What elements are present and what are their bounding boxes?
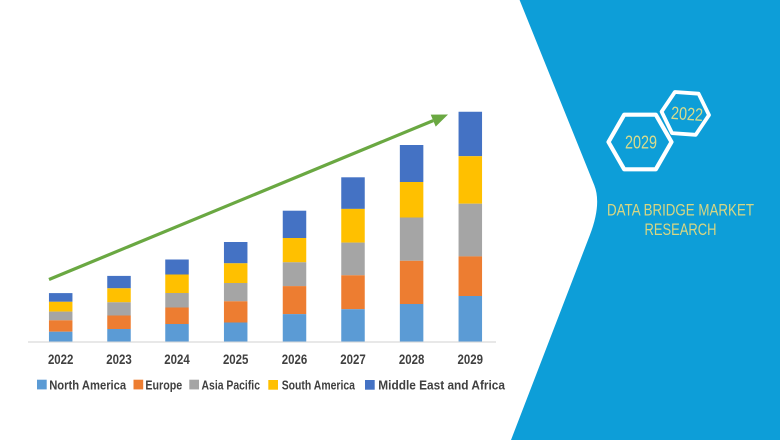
svg-text:Europe: Europe [145, 377, 182, 392]
svg-text:2026: 2026 [282, 351, 308, 367]
svg-text:2025: 2025 [223, 351, 249, 367]
svg-text:2022: 2022 [670, 103, 703, 125]
svg-text:Asia Pacific: Asia Pacific [202, 377, 261, 392]
svg-text:North America: North America [49, 377, 127, 392]
svg-text:2028: 2028 [399, 351, 425, 367]
svg-text:RESEARCH: RESEARCH [645, 221, 717, 239]
svg-text:2023: 2023 [106, 351, 132, 367]
svg-text:2029: 2029 [458, 351, 484, 367]
svg-text:2024: 2024 [164, 351, 190, 367]
svg-text:South America: South America [282, 377, 356, 392]
svg-text:DATA BRIDGE MARKET: DATA BRIDGE MARKET [607, 202, 754, 220]
svg-text:2029: 2029 [625, 133, 657, 153]
svg-text:Middle East and Africa: Middle East and Africa [378, 377, 505, 392]
svg-text:2022: 2022 [48, 351, 74, 367]
svg-text:2027: 2027 [340, 351, 366, 367]
